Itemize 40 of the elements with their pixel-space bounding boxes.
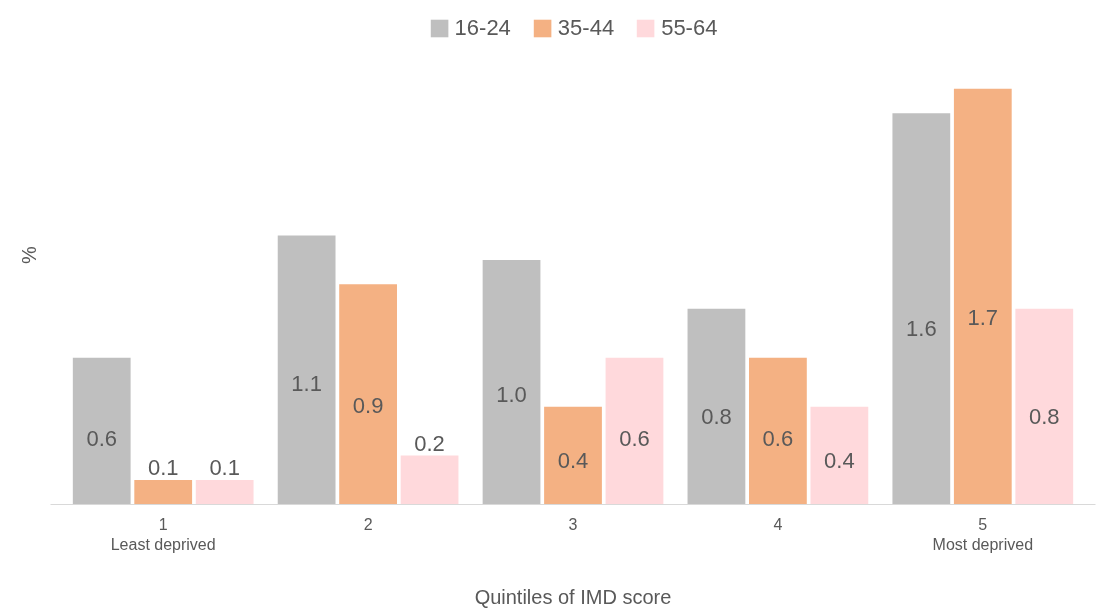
data-label: 0.6 bbox=[86, 425, 118, 451]
legend-label: 55-64 bbox=[661, 15, 718, 41]
data-label: 1.7 bbox=[967, 304, 999, 330]
legend-label: 35-44 bbox=[557, 15, 615, 41]
bar bbox=[953, 88, 1012, 505]
bar bbox=[544, 406, 602, 505]
bar bbox=[277, 235, 336, 505]
data-label: 0.2 bbox=[414, 430, 445, 456]
bar bbox=[605, 357, 664, 505]
x-tick-label: 5 Most deprived bbox=[932, 515, 1034, 553]
bar bbox=[1015, 308, 1074, 505]
data-label: 0.1 bbox=[147, 455, 179, 481]
bar bbox=[892, 113, 951, 505]
data-label: 1.6 bbox=[906, 315, 937, 341]
x-axis-title: Quintiles of IMD score bbox=[474, 585, 672, 608]
data-label: 0.8 bbox=[1028, 403, 1060, 429]
data-label: 0.6 bbox=[762, 425, 794, 451]
data-label: 0.6 bbox=[619, 425, 650, 451]
bar bbox=[339, 284, 397, 505]
x-tick-label: 1 Least deprived bbox=[110, 515, 216, 553]
bar bbox=[749, 357, 807, 505]
bar bbox=[195, 480, 254, 505]
data-label: 1.1 bbox=[291, 370, 322, 396]
data-label: 0.8 bbox=[701, 403, 732, 429]
bar bbox=[134, 480, 193, 505]
bar bbox=[72, 357, 131, 505]
data-label: 0.4 bbox=[557, 447, 589, 473]
data-label: 0.1 bbox=[209, 455, 240, 481]
x-tick-label: 4 bbox=[773, 515, 783, 533]
data-label: 1.0 bbox=[496, 381, 527, 407]
data-label: 0.9 bbox=[352, 392, 384, 418]
bar bbox=[482, 259, 541, 505]
data-label: 0.4 bbox=[824, 447, 855, 473]
bar bbox=[687, 308, 746, 505]
bar bbox=[810, 406, 869, 505]
y-axis-title: % bbox=[17, 245, 40, 264]
x-tick-label: 3 bbox=[568, 515, 578, 533]
x-tick-label: 2 bbox=[363, 515, 373, 533]
legend-label: 16-24 bbox=[454, 15, 511, 41]
bar bbox=[400, 455, 459, 505]
